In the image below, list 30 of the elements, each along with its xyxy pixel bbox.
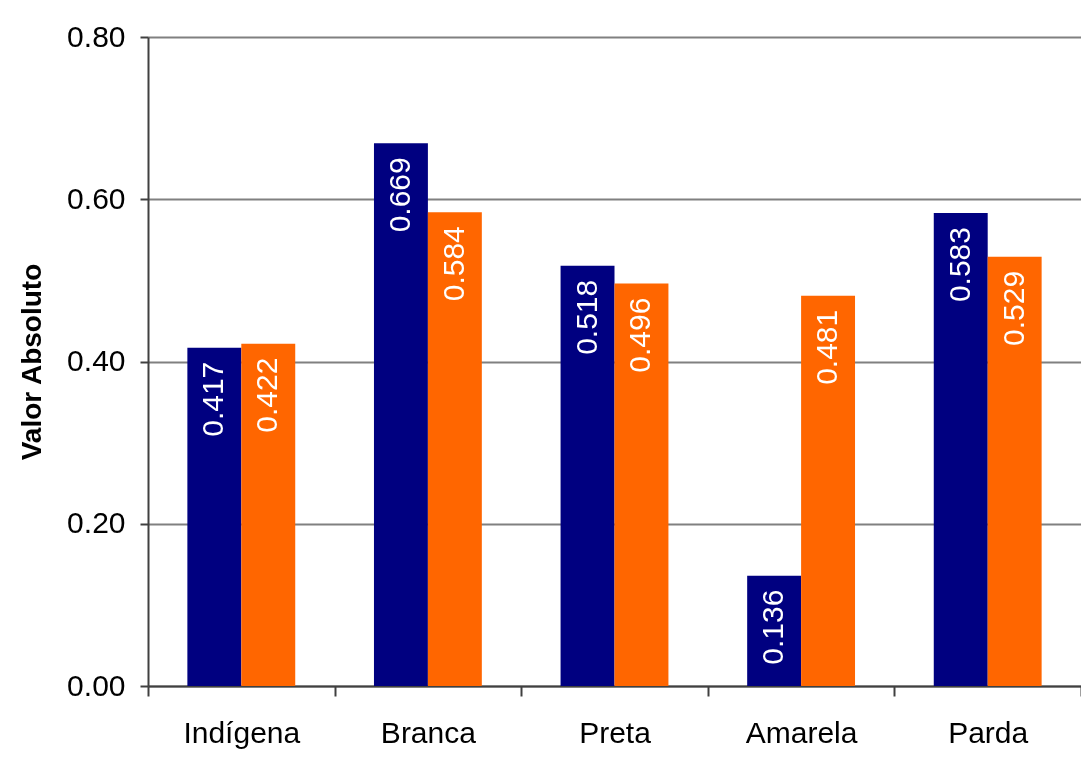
x-tick-label: Amarela: [745, 715, 858, 749]
bar: [560, 265, 615, 686]
y-tick-label: 0.60: [67, 181, 126, 215]
x-tick-label: Parda: [948, 715, 1029, 749]
data-label: 0.481: [810, 309, 844, 385]
data-label: 0.422: [250, 357, 284, 433]
data-label: 0.669: [382, 157, 416, 233]
data-label: 0.417: [196, 361, 230, 437]
bar: [241, 343, 296, 686]
bar: [614, 283, 669, 686]
y-axis-title: Valor Absoluto: [16, 263, 48, 461]
y-tick-label: 0.40: [67, 344, 126, 377]
data-label: 0.583: [942, 227, 976, 303]
y-tick-label: 0.20: [67, 506, 126, 540]
data-label: 0.136: [756, 589, 790, 665]
y-tick-label: 0.80: [67, 19, 126, 53]
bar: [427, 212, 482, 686]
data-label: 0.584: [436, 226, 470, 302]
data-label: 0.518: [569, 279, 603, 355]
y-tick-label: 0.00: [67, 668, 126, 702]
bar: [801, 295, 856, 686]
bar: [187, 347, 242, 686]
bar: [373, 143, 428, 686]
x-tick-label: Indígena: [183, 715, 301, 749]
x-tick-label: Preta: [579, 715, 652, 749]
bar: [987, 256, 1042, 686]
data-label: 0.496: [623, 297, 657, 373]
bar: [933, 213, 988, 686]
x-tick-label: Branca: [380, 715, 477, 749]
data-label: 0.529: [996, 270, 1030, 346]
